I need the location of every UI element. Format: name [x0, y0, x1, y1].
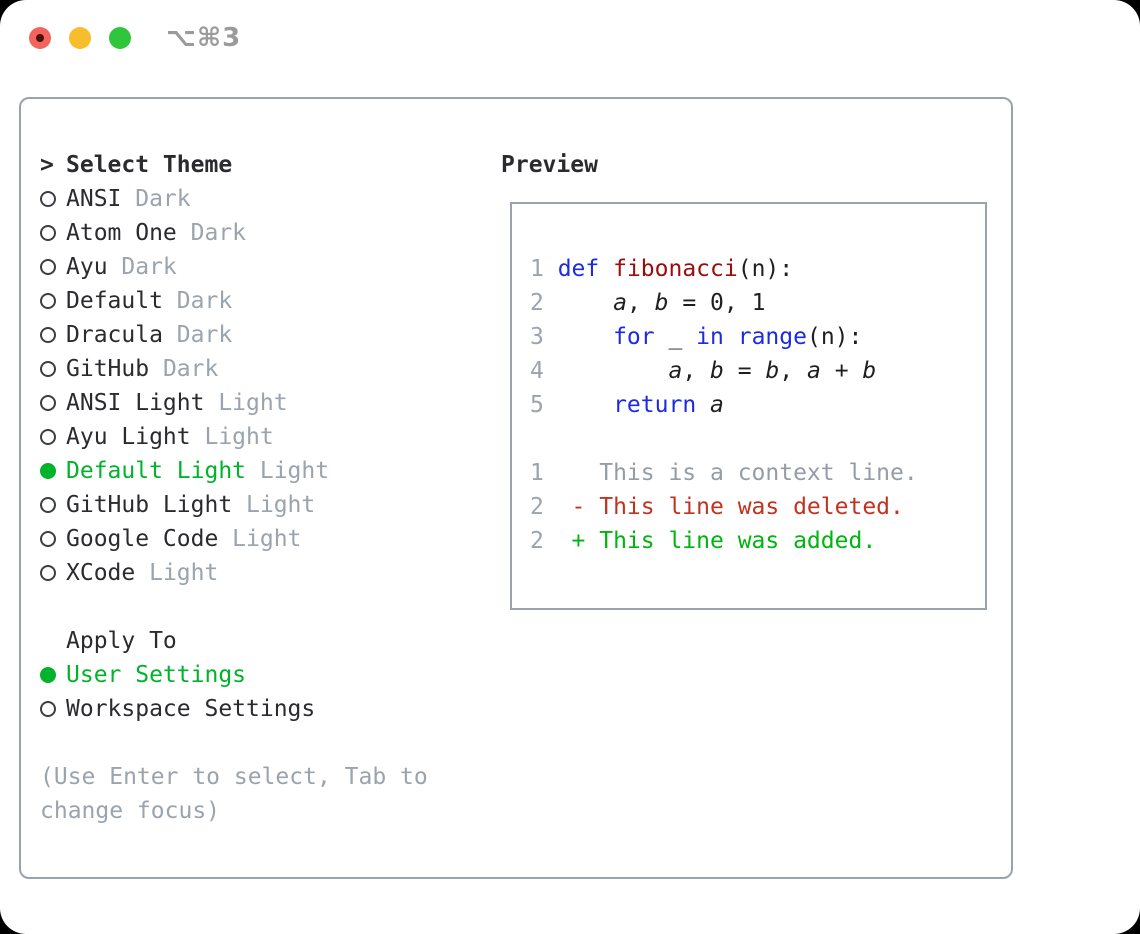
theme-option-github[interactable]: GitHub Dark: [40, 352, 428, 386]
theme-name: Default Light: [66, 458, 247, 484]
preview-heading: Preview: [501, 152, 598, 178]
apply-to-option-workspace-settings[interactable]: Workspace Settings: [40, 692, 428, 726]
theme-option-github-light[interactable]: GitHub Light Light: [40, 488, 428, 522]
record-dot-icon: [36, 34, 44, 42]
code-line: 1 def fibonacci(n):: [530, 252, 985, 286]
theme-name: ANSI: [66, 186, 122, 212]
radio-icon: [40, 565, 66, 581]
theme-option-default[interactable]: Default Dark: [40, 284, 428, 318]
line-number: 5: [530, 392, 544, 418]
context-line: 1 This is a context line.: [530, 456, 985, 490]
apply-to-label: User Settings: [66, 662, 247, 688]
apply-to-heading: Apply To: [40, 624, 428, 658]
line-number: 4: [530, 358, 544, 384]
cursor-icon: >: [40, 152, 54, 178]
theme-name: Ayu Light: [66, 424, 191, 450]
apply-to-option-user-settings[interactable]: User Settings: [40, 658, 428, 692]
theme-variant: Dark: [176, 322, 233, 348]
close-button[interactable]: [29, 27, 51, 49]
line-number: 1: [530, 460, 544, 486]
radio-icon: [40, 293, 66, 309]
theme-name: ANSI Light: [66, 390, 205, 416]
blank-line: [530, 422, 985, 456]
window-title: ⌥⌘3: [166, 23, 242, 53]
theme-list: ANSI Dark Atom One Dark Ayu Dark Default Dark Dr…: [40, 182, 428, 590]
line-number: 2: [530, 290, 544, 316]
minimize-button[interactable]: [69, 27, 91, 49]
radio-selected-icon: [40, 463, 66, 479]
radio-icon: [40, 327, 66, 343]
theme-name: Atom One: [66, 220, 177, 246]
theme-variant: Light: [232, 526, 302, 552]
apply-to-heading-label: Apply To: [66, 628, 177, 654]
theme-name: GitHub: [66, 356, 150, 382]
theme-name: Google Code: [66, 526, 219, 552]
theme-selector: > Select Theme ANSI Dark Atom One Dark Ayu Da…: [40, 148, 428, 828]
help-text-line: (Use Enter to select, Tab to: [40, 764, 428, 790]
radio-icon: [40, 225, 66, 241]
radio-icon: [40, 531, 66, 547]
radio-icon: [40, 497, 66, 513]
theme-option-default-light[interactable]: Default Light Light: [40, 454, 428, 488]
code-line: 4 a, b = b, a + b: [530, 354, 985, 388]
apply-to-section: Apply To User Settings Workspace Settings: [40, 624, 428, 726]
theme-name: Default: [66, 288, 163, 314]
apply-to-label: Workspace Settings: [66, 696, 316, 722]
theme-option-ansi-light[interactable]: ANSI Light Light: [40, 386, 428, 420]
theme-name: Ayu: [66, 254, 108, 280]
line-number: 2: [530, 494, 544, 520]
theme-variant: Light: [259, 458, 330, 484]
line-number: 1: [530, 256, 544, 282]
theme-variant: Light: [218, 390, 288, 416]
line-number: 3: [530, 324, 544, 350]
theme-option-atom-one[interactable]: Atom One Dark: [40, 216, 428, 250]
added-line: 2 + This line was added.: [530, 524, 985, 558]
help-text: (Use Enter to select, Tab to change focu…: [40, 760, 428, 828]
theme-variant: Light: [246, 492, 316, 518]
theme-option-dracula[interactable]: Dracula Dark: [40, 318, 428, 352]
code-line: 3 for _ in range(n):: [530, 320, 985, 354]
theme-variant: Dark: [176, 288, 233, 314]
line-number: 2: [530, 528, 544, 554]
zoom-button[interactable]: [109, 27, 131, 49]
theme-name: XCode: [66, 560, 136, 586]
radio-icon: [40, 395, 66, 411]
theme-variant: Dark: [121, 254, 177, 280]
radio-icon: [40, 191, 66, 207]
theme-name: GitHub Light: [66, 492, 233, 518]
theme-variant: Dark: [135, 186, 191, 212]
code-line: 5 return a: [530, 388, 985, 422]
radio-selected-icon: [40, 667, 66, 683]
select-theme-heading: > Select Theme: [40, 148, 428, 182]
apply-to-list: User Settings Workspace Settings: [40, 658, 428, 726]
theme-option-ayu-light[interactable]: Ayu Light Light: [40, 420, 428, 454]
radio-icon: [40, 259, 66, 275]
code-line: 2 a, b = 0, 1: [530, 286, 985, 320]
theme-option-ayu[interactable]: Ayu Dark: [40, 250, 428, 284]
theme-option-xcode[interactable]: XCode Light: [40, 556, 428, 590]
help-text-line: change focus): [40, 798, 221, 824]
theme-variant: Dark: [190, 220, 247, 246]
radio-icon: [40, 429, 66, 445]
radio-icon: [40, 361, 66, 377]
theme-option-google-code[interactable]: Google Code Light: [40, 522, 428, 556]
theme-option-ansi[interactable]: ANSI Dark: [40, 182, 428, 216]
theme-name: Dracula: [66, 322, 163, 348]
theme-variant: Light: [204, 424, 274, 450]
theme-variant: Dark: [162, 356, 219, 382]
select-theme-heading-label: Select Theme: [66, 152, 233, 178]
radio-icon: [40, 701, 66, 717]
main-panel: > Select Theme ANSI Dark Atom One Dark Ayu Da…: [19, 97, 1013, 879]
theme-variant: Light: [149, 560, 219, 586]
deleted-line: 2 - This line was deleted.: [530, 490, 985, 524]
